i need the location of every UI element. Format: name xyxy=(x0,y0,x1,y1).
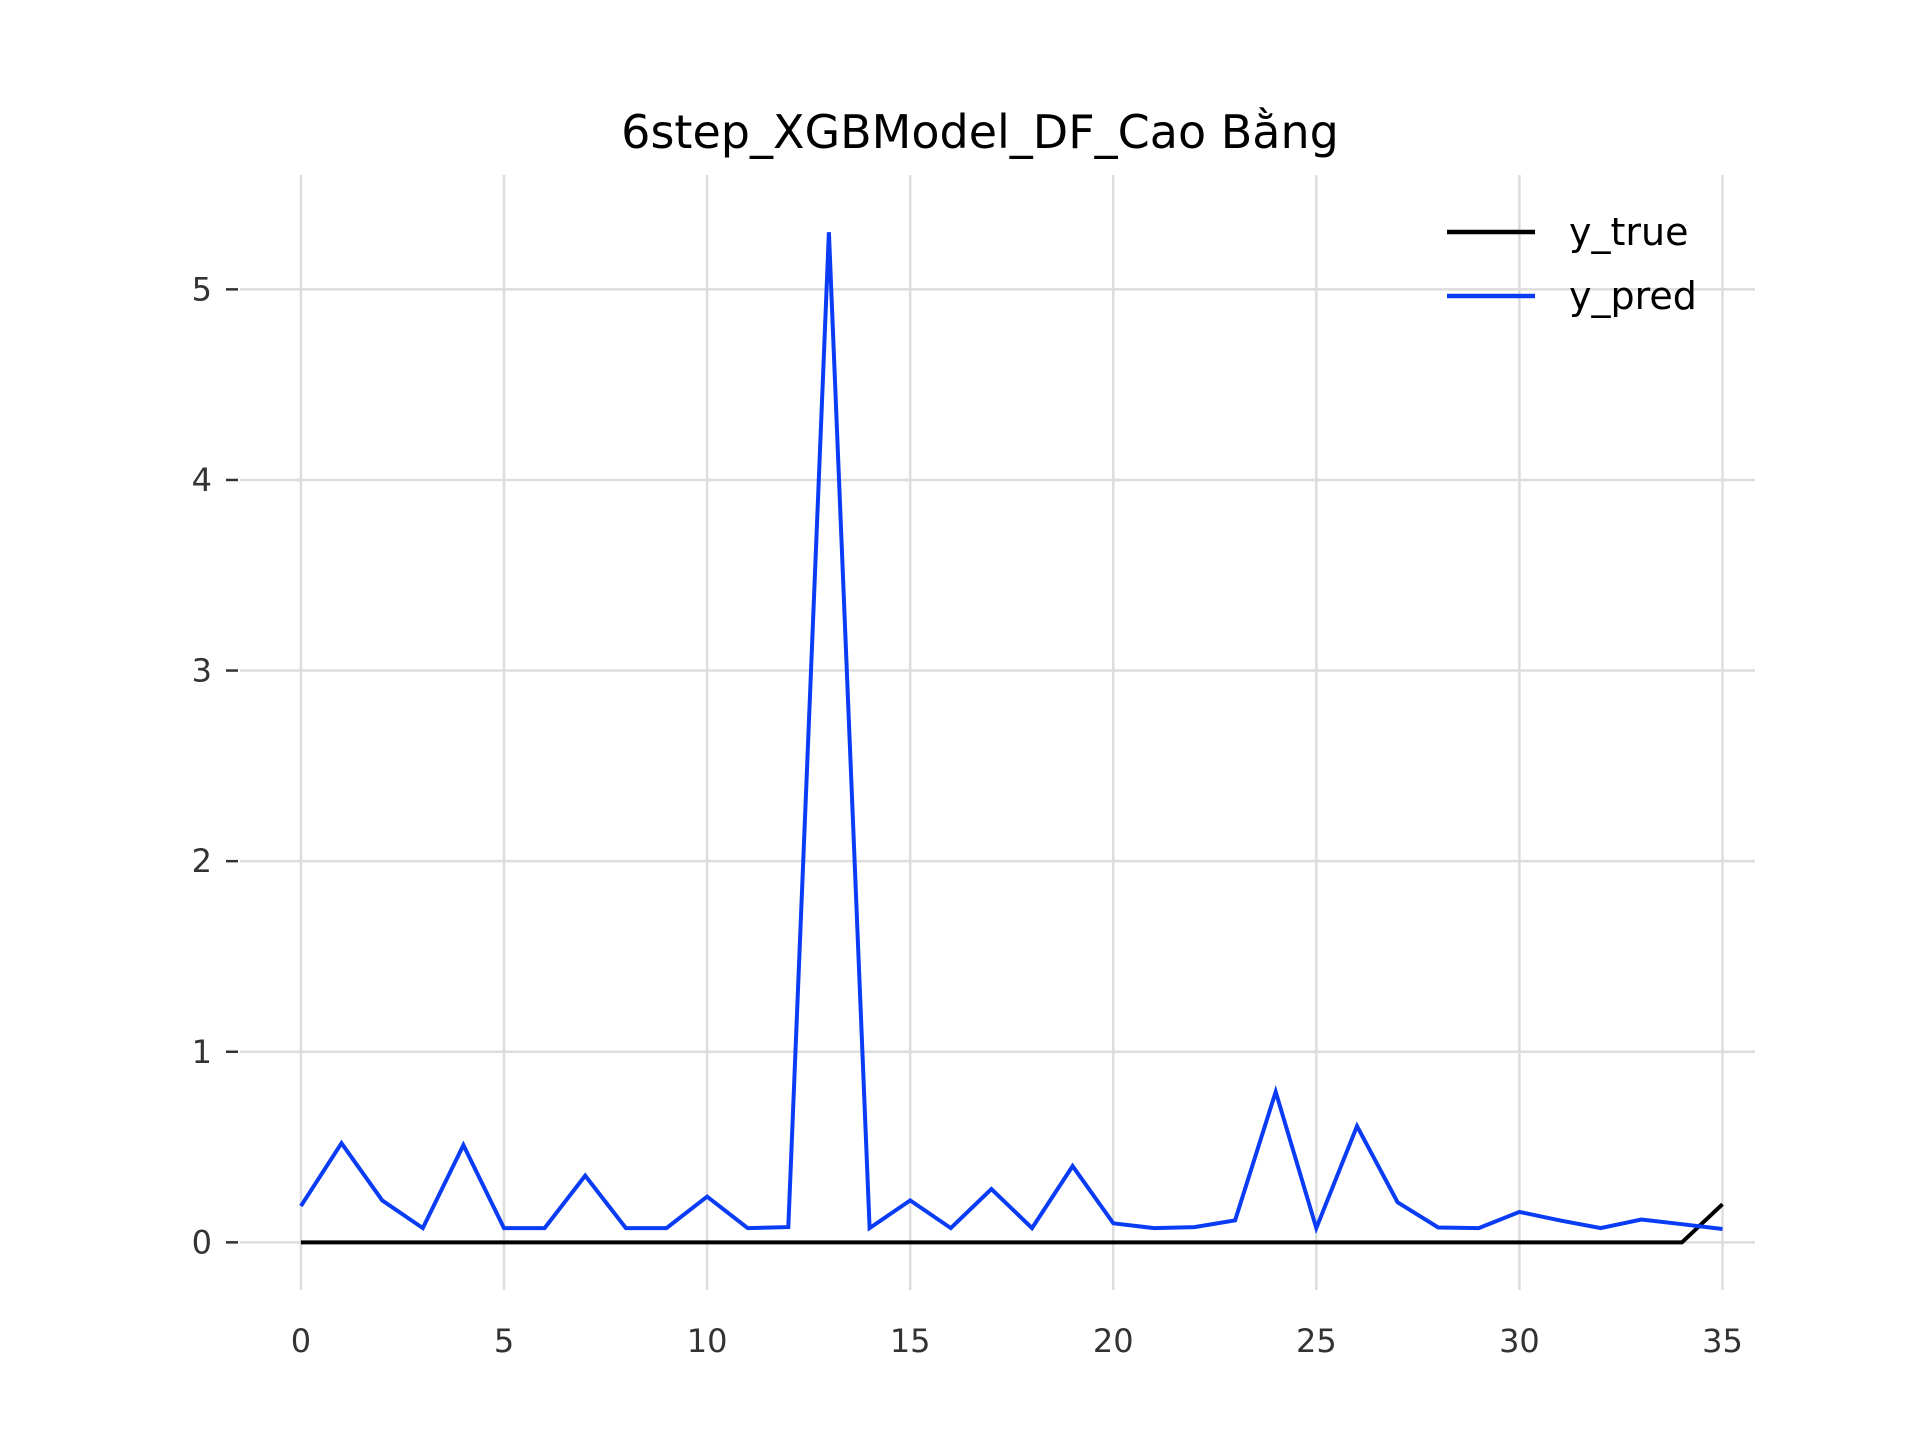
legend: y_true y_pred xyxy=(1447,210,1697,318)
x-tick-label: 35 xyxy=(1702,1322,1743,1360)
x-tick-label: 15 xyxy=(890,1322,931,1360)
chart-title: 6step_XGBModel_DF_Cao Bằng xyxy=(621,105,1339,159)
grid xyxy=(240,175,1755,1290)
axis-ticks: 0 5 10 15 20 25 30 35 0 1 2 3 4 5 xyxy=(192,270,1743,1360)
series-lines xyxy=(299,232,1724,1245)
legend-item-y-pred: y_pred xyxy=(1447,274,1697,318)
x-tick-label: 30 xyxy=(1499,1322,1540,1360)
x-tick-label: 0 xyxy=(291,1322,311,1360)
y-tick-label: 0 xyxy=(192,1223,212,1261)
y-tick-label: 4 xyxy=(192,461,212,499)
x-tick-label: 25 xyxy=(1296,1322,1337,1360)
x-tick-label: 20 xyxy=(1093,1322,1134,1360)
legend-label: y_true xyxy=(1569,210,1688,254)
y-tick-label: 5 xyxy=(192,270,212,308)
legend-label: y_pred xyxy=(1569,274,1697,318)
y-tick-label: 1 xyxy=(192,1033,212,1071)
legend-item-y-true: y_true xyxy=(1447,210,1688,254)
series-line-y-pred xyxy=(299,232,1723,1235)
x-tick-label: 5 xyxy=(494,1322,514,1360)
x-tick-label: 10 xyxy=(687,1322,728,1360)
series-line-y-true xyxy=(300,1202,1724,1245)
y-tick-label: 3 xyxy=(192,652,212,690)
y-tick-label: 2 xyxy=(192,842,212,880)
